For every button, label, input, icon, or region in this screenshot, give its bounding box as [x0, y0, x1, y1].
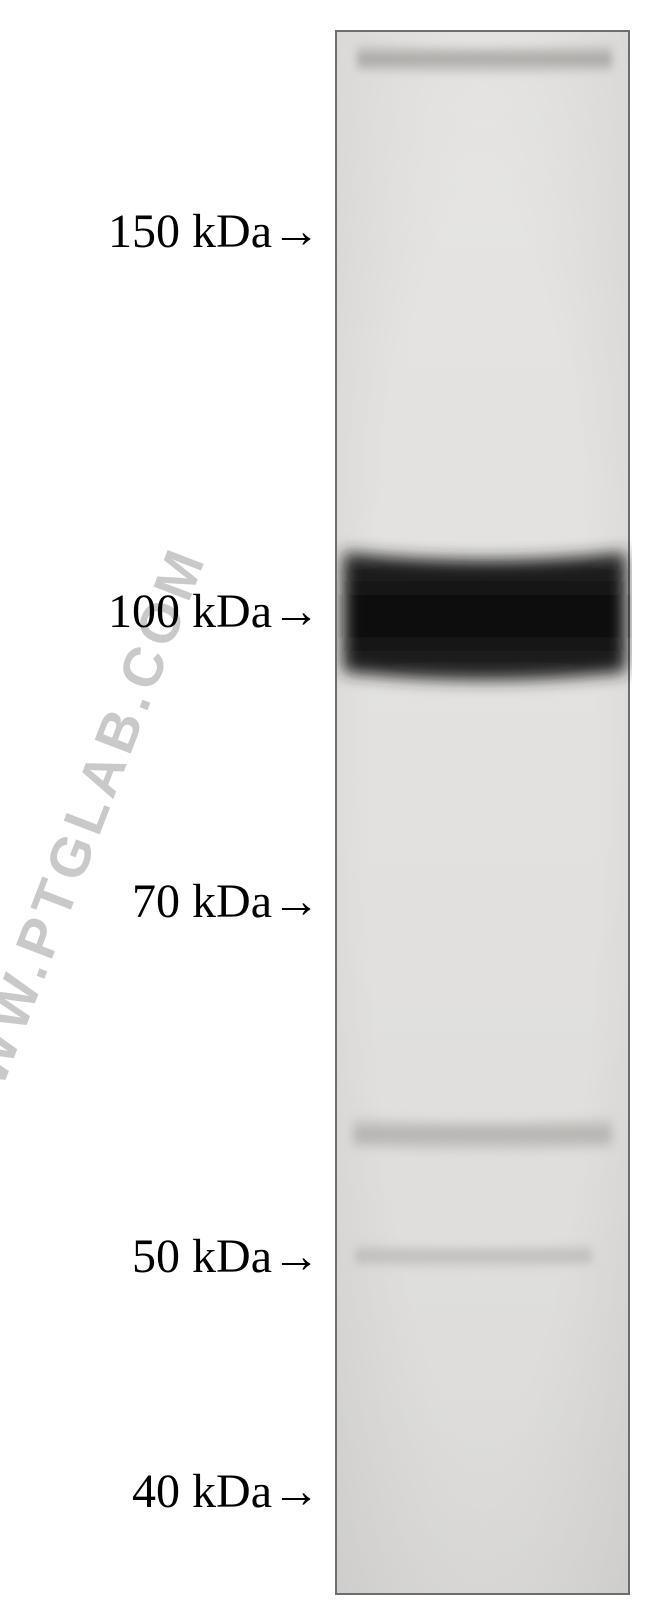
marker-label: 40 kDa→ — [132, 1464, 320, 1519]
band-faint-55kda — [353, 1117, 612, 1152]
marker-label: 100 kDa→ — [108, 584, 320, 639]
blot-lane — [335, 30, 630, 1595]
blot-figure: WWW.PTGLAB.COM 150 kDa→100 kDa→70 kDa→50… — [0, 0, 650, 1623]
band-faint-50kda — [355, 1243, 592, 1269]
band-well-edge — [357, 43, 612, 75]
marker-label: 50 kDa→ — [132, 1229, 320, 1284]
marker-label: 150 kDa→ — [108, 204, 320, 259]
bands-layer — [337, 32, 632, 1597]
marker-label: 70 kDa→ — [132, 874, 320, 929]
band-main-100kda — [343, 552, 626, 680]
